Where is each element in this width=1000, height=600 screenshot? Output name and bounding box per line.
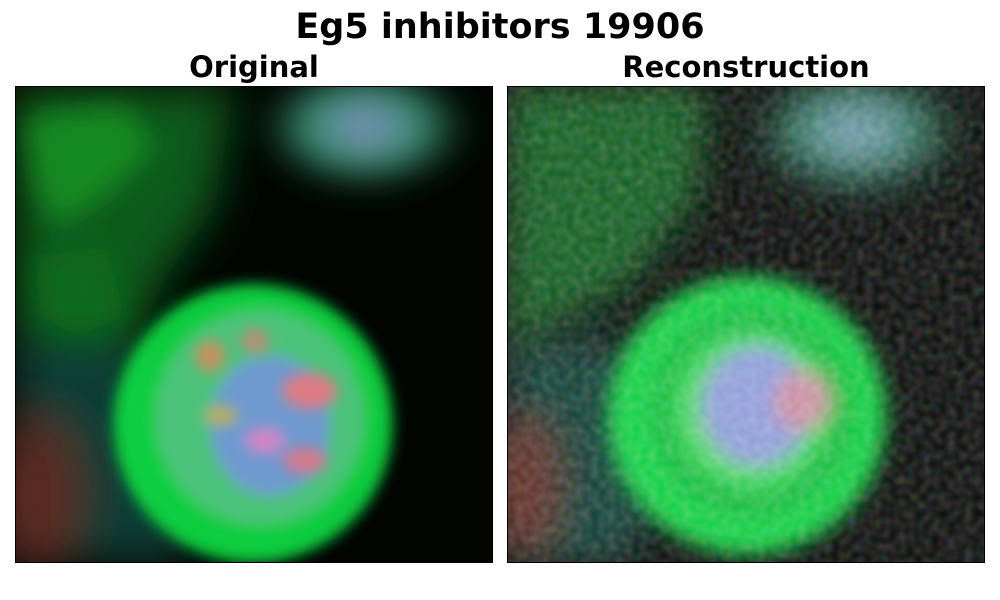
reconstruction-panel-title: Reconstruction — [622, 50, 870, 84]
original-image-panel — [15, 86, 493, 563]
figure-title: Eg5 inhibitors 19906 — [295, 7, 705, 47]
reconstruction-cell-image — [508, 87, 984, 562]
reconstruction-image-panel — [507, 86, 985, 563]
original-panel-title: Original — [189, 50, 319, 84]
original-cell-image — [16, 87, 492, 562]
